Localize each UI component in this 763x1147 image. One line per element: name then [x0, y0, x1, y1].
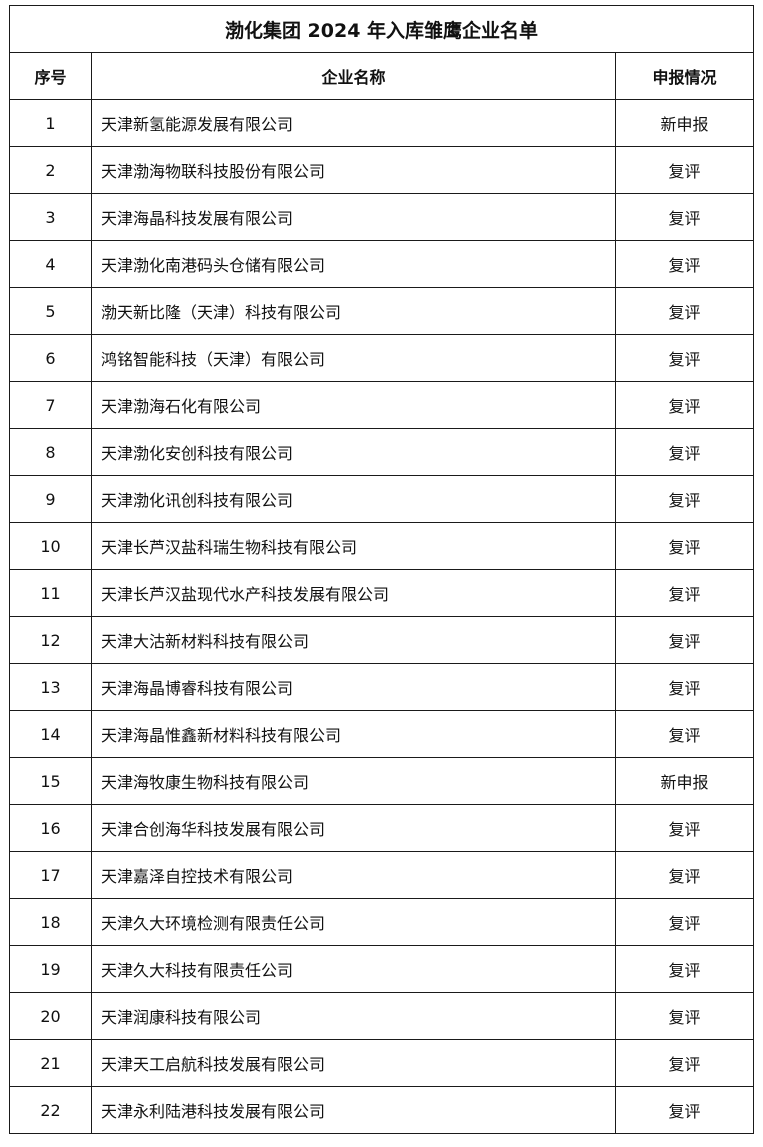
row-number: 14	[9, 710, 92, 758]
row-number: 7	[9, 381, 92, 429]
row-number: 18	[9, 898, 92, 946]
row-number: 4	[9, 240, 92, 288]
company-name: 天津润康科技有限公司	[91, 992, 616, 1040]
company-name: 天津海晶惟鑫新材料科技有限公司	[91, 710, 616, 758]
application-status: 复评	[614, 475, 755, 523]
application-status: 复评	[614, 428, 755, 476]
company-name: 鸿铭智能科技（天津）有限公司	[91, 334, 616, 382]
company-name: 天津久大环境检测有限责任公司	[91, 898, 616, 946]
company-name: 天津渤化安创科技有限公司	[91, 428, 616, 476]
row-number: 8	[9, 428, 92, 476]
table-row: 13 天津海晶博睿科技有限公司 复评	[9, 663, 755, 711]
table-row: 15 天津海牧康生物科技有限公司 新申报	[9, 757, 755, 805]
application-status: 复评	[614, 287, 755, 335]
application-status: 复评	[614, 522, 755, 570]
company-name: 天津渤海物联科技股份有限公司	[91, 146, 616, 194]
table-row: 17 天津嘉泽自控技术有限公司 复评	[9, 851, 755, 899]
row-number: 19	[9, 945, 92, 993]
title-row: 渤化集团 2024 年入库雏鹰企业名单	[8, 5, 755, 53]
header-row: 序号 企业名称 申报情况	[9, 52, 755, 100]
table-row: 11 天津长芦汉盐现代水产科技发展有限公司 复评	[9, 569, 755, 617]
application-status: 复评	[614, 851, 755, 899]
header-no: 序号	[9, 52, 92, 100]
row-number: 12	[9, 616, 92, 664]
table-row: 10 天津长芦汉盐科瑞生物科技有限公司 复评	[9, 522, 755, 570]
row-number: 20	[9, 992, 92, 1040]
row-number: 11	[9, 569, 92, 617]
application-status: 复评	[614, 381, 755, 429]
company-name: 天津海晶博睿科技有限公司	[91, 663, 616, 711]
application-status: 复评	[614, 334, 755, 382]
row-number: 9	[9, 475, 92, 523]
company-name: 天津海晶科技发展有限公司	[91, 193, 616, 241]
company-name: 天津合创海华科技发展有限公司	[91, 804, 616, 852]
company-name: 天津大沽新材料科技有限公司	[91, 616, 616, 664]
table-row: 8 天津渤化安创科技有限公司 复评	[9, 428, 755, 476]
row-number: 21	[9, 1039, 92, 1087]
application-status: 新申报	[614, 99, 755, 147]
table-row: 2 天津渤海物联科技股份有限公司 复评	[9, 146, 755, 194]
table-row: 7 天津渤海石化有限公司 复评	[9, 381, 755, 429]
table-row: 21 天津天工启航科技发展有限公司 复评	[9, 1039, 755, 1087]
row-number: 16	[9, 804, 92, 852]
company-name: 天津永利陆港科技发展有限公司	[91, 1086, 616, 1134]
application-status: 复评	[614, 616, 755, 664]
application-status: 复评	[614, 240, 755, 288]
table-row: 9 天津渤化讯创科技有限公司 复评	[9, 475, 755, 523]
row-number: 1	[9, 99, 92, 147]
company-name: 天津海牧康生物科技有限公司	[91, 757, 616, 805]
table-row: 3 天津海晶科技发展有限公司 复评	[9, 193, 755, 241]
table-row: 16 天津合创海华科技发展有限公司 复评	[9, 804, 755, 852]
application-status: 复评	[614, 193, 755, 241]
application-status: 新申报	[614, 757, 755, 805]
table-row: 5 渤天新比隆（天津）科技有限公司 复评	[9, 287, 755, 335]
company-name: 天津渤海石化有限公司	[91, 381, 616, 429]
table-row: 20 天津润康科技有限公司 复评	[9, 992, 755, 1040]
application-status: 复评	[614, 663, 755, 711]
table-row: 22 天津永利陆港科技发展有限公司 复评	[9, 1086, 755, 1134]
application-status: 复评	[614, 804, 755, 852]
company-name: 渤天新比隆（天津）科技有限公司	[91, 287, 616, 335]
company-name: 天津长芦汉盐现代水产科技发展有限公司	[91, 569, 616, 617]
header-status: 申报情况	[614, 52, 755, 100]
company-name: 天津新氢能源发展有限公司	[91, 99, 616, 147]
row-number: 3	[9, 193, 92, 241]
row-number: 15	[9, 757, 92, 805]
header-name: 企业名称	[91, 52, 616, 100]
row-number: 13	[9, 663, 92, 711]
table-row: 18 天津久大环境检测有限责任公司 复评	[9, 898, 755, 946]
table-title: 渤化集团 2024 年入库雏鹰企业名单	[8, 5, 755, 53]
row-number: 17	[9, 851, 92, 899]
table-row: 12 天津大沽新材料科技有限公司 复评	[9, 616, 755, 664]
company-name: 天津嘉泽自控技术有限公司	[91, 851, 616, 899]
application-status: 复评	[614, 569, 755, 617]
company-name: 天津渤化南港码头仓储有限公司	[91, 240, 616, 288]
company-name: 天津长芦汉盐科瑞生物科技有限公司	[91, 522, 616, 570]
table-row: 19 天津久大科技有限责任公司 复评	[9, 945, 755, 993]
company-name: 天津天工启航科技发展有限公司	[91, 1039, 616, 1087]
table-row: 1 天津新氢能源发展有限公司 新申报	[9, 99, 755, 147]
row-number: 5	[9, 287, 92, 335]
row-number: 22	[9, 1086, 92, 1134]
row-number: 10	[9, 522, 92, 570]
row-number: 2	[9, 146, 92, 194]
application-status: 复评	[614, 146, 755, 194]
company-name: 天津渤化讯创科技有限公司	[91, 475, 616, 523]
company-name: 天津久大科技有限责任公司	[91, 945, 616, 993]
table-row: 6 鸿铭智能科技（天津）有限公司 复评	[9, 334, 755, 382]
enterprise-list-table: 渤化集团 2024 年入库雏鹰企业名单 序号 企业名称 申报情况 1 天津新氢能源…	[8, 5, 755, 1134]
row-number: 6	[9, 334, 92, 382]
application-status: 复评	[614, 992, 755, 1040]
table-row: 4 天津渤化南港码头仓储有限公司 复评	[9, 240, 755, 288]
application-status: 复评	[614, 1039, 755, 1087]
application-status: 复评	[614, 710, 755, 758]
table-row: 14 天津海晶惟鑫新材料科技有限公司 复评	[9, 710, 755, 758]
application-status: 复评	[614, 945, 755, 993]
application-status: 复评	[614, 898, 755, 946]
application-status: 复评	[614, 1086, 755, 1134]
